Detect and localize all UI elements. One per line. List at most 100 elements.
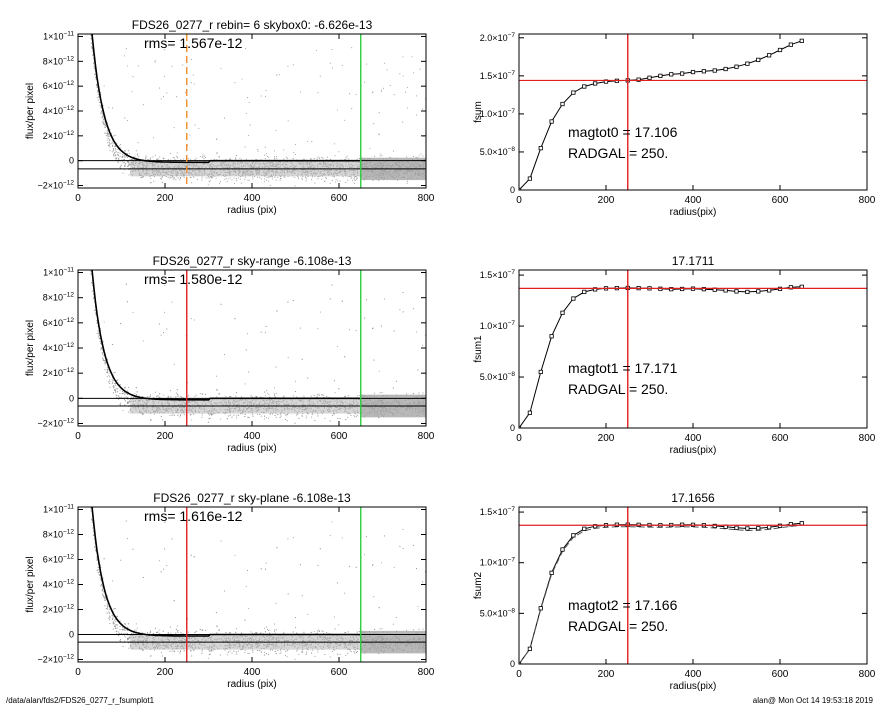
scatter-point [164, 284, 166, 286]
scatter-point [268, 417, 270, 419]
scatter-point [301, 178, 303, 180]
scatter-point [119, 403, 121, 405]
scatter-point [371, 91, 374, 94]
panel-annotation-2: RADGAL = 250. [568, 145, 668, 161]
scatter-point [194, 158, 196, 160]
scatter-point [126, 301, 128, 303]
scatter-point [96, 333, 98, 335]
scatter-point [154, 61, 156, 63]
scatter-point [152, 156, 154, 158]
scatter-point [127, 390, 129, 392]
x-tick-label: 800 [418, 193, 435, 204]
scatter-point [93, 68, 96, 70]
scatter-point [326, 156, 328, 158]
scatter-point [317, 92, 319, 94]
scatter-point [405, 393, 408, 395]
fsum-point [799, 38, 804, 43]
scatter-point [233, 414, 235, 416]
fsum-point [527, 176, 532, 181]
scatter-point [413, 72, 415, 74]
scatter-point [295, 144, 297, 146]
scatter-point [137, 65, 139, 67]
scatter-point [341, 300, 343, 302]
scatter-point [417, 369, 419, 371]
scatter-point [88, 2, 89, 3]
scatter-point [356, 177, 358, 179]
scatter-point [102, 120, 104, 122]
scatter-point [297, 176, 299, 178]
scatter-point [92, 62, 94, 64]
scatter-point [193, 319, 195, 321]
scatter-point [106, 132, 108, 134]
scatter-point [89, 10, 90, 11]
scatter-point [101, 110, 103, 112]
scatter-point [149, 157, 152, 159]
scatter-point [265, 325, 267, 327]
scatter-point [91, 49, 94, 51]
scatter-point [131, 91, 133, 93]
scatter-point [96, 96, 98, 98]
scatter-point [184, 91, 186, 93]
scatter-point [317, 178, 319, 180]
scatter-point [119, 389, 121, 391]
scatter-point [342, 176, 344, 178]
scatter-point [257, 413, 259, 416]
scatter-point [292, 300, 294, 302]
scatter-point [149, 394, 152, 396]
scatter-point [102, 119, 105, 121]
fsum-point [560, 101, 565, 107]
scatter-point [402, 121, 404, 123]
scatter-point [90, 26, 91, 27]
scatter-point [422, 108, 424, 110]
scatter-point [190, 82, 192, 84]
fsum-point [582, 84, 587, 89]
scatter-point [301, 414, 303, 417]
scatter-point [180, 158, 182, 161]
scatter-point [114, 384, 116, 386]
scatter-point [225, 158, 227, 160]
scatter-point [104, 359, 106, 362]
scatter-point [259, 176, 261, 178]
scatter-point [190, 58, 192, 61]
scatter-point [153, 180, 155, 182]
scatter-point [88, 230, 89, 231]
scatter-point [118, 398, 120, 400]
scatter-point [280, 178, 282, 180]
x-tick-label: 600 [331, 193, 348, 204]
scatter-point [269, 396, 271, 398]
scatter-point [210, 413, 212, 415]
scatter-point [120, 323, 122, 325]
chart-panel-1: rms= 1.567e-120 200 400 600 800−2×10−1202×10… [25, 2, 435, 216]
scatter-point [164, 75, 166, 77]
scatter-point [318, 394, 320, 396]
scatter-point [123, 162, 125, 164]
scatter-point [103, 321, 105, 323]
scatter-point [274, 176, 276, 178]
scatter-point [294, 185, 296, 187]
scatter-point [122, 409, 124, 411]
scatter-point [208, 180, 210, 182]
scatter-point [173, 363, 175, 365]
scatter-point [100, 112, 102, 114]
scatter-point [191, 182, 193, 184]
scatter-point [199, 155, 201, 158]
scatter-point [124, 150, 126, 152]
scatter-point [355, 415, 358, 417]
scatter-point [263, 418, 265, 420]
scatter-point [120, 164, 122, 166]
scatter-point [220, 303, 222, 305]
scatter-point [285, 414, 287, 416]
scatter-point [135, 387, 137, 389]
scatter-point [107, 381, 110, 383]
scatter-point [297, 177, 300, 179]
scatter-point [205, 177, 207, 179]
scatter-point [115, 158, 117, 160]
scatter-point [226, 180, 228, 183]
scatter-point [142, 413, 144, 415]
scatter-point [115, 387, 117, 389]
scatter-point [305, 180, 307, 182]
scatter-point [177, 156, 179, 158]
scatter-point [123, 165, 125, 167]
scatter-point [240, 396, 242, 398]
scatter-point [345, 181, 347, 183]
